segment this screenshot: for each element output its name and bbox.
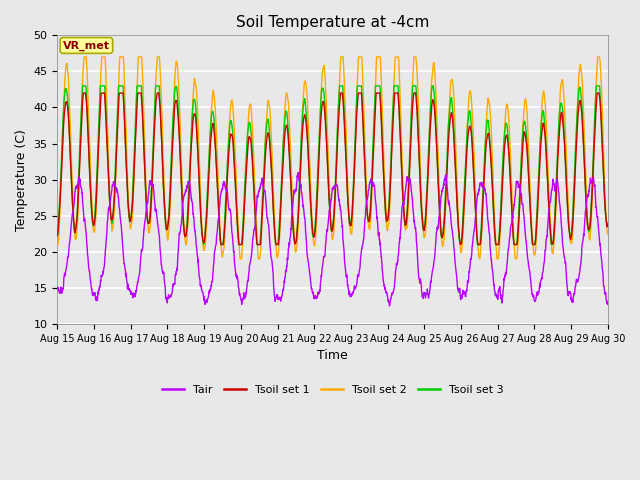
- Tsoil set 3: [79, 83, 86, 89]
- Tsoil set 2: [571, 178, 579, 184]
- Legend: Tair, Tsoil set 1, Tsoil set 2, Tsoil set 3: Tair, Tsoil set 1, Tsoil set 2, Tsoil se…: [157, 380, 508, 399]
- X-axis label: Time: Time: [317, 349, 348, 362]
- Tsoil set 2: [207, 111, 215, 117]
- Tsoil set 2: [54, 243, 61, 249]
- Tsoil set 1: [217, 241, 225, 247]
- Tsoil set 3: [217, 241, 225, 247]
- Tair: [386, 303, 394, 309]
- Tsoil set 1: [604, 221, 612, 227]
- Tsoil set 2: [81, 54, 88, 60]
- Line: Tair: Tair: [58, 172, 608, 306]
- Tsoil set 1: [571, 174, 579, 180]
- Tsoil set 2: [349, 212, 356, 217]
- Tair: [556, 200, 563, 205]
- Tsoil set 1: [207, 132, 215, 138]
- Tsoil set 2: [361, 140, 369, 145]
- Tsoil set 2: [604, 231, 612, 237]
- Tsoil set 3: [604, 220, 612, 226]
- Tsoil set 1: [361, 163, 369, 169]
- Tair: [361, 222, 369, 228]
- Text: VR_met: VR_met: [63, 40, 110, 50]
- Tair: [54, 287, 61, 292]
- Tair: [294, 169, 302, 175]
- Tsoil set 2: [556, 103, 563, 108]
- Tsoil set 1: [54, 232, 61, 238]
- Line: Tsoil set 3: Tsoil set 3: [58, 86, 608, 244]
- Tsoil set 1: [79, 90, 87, 96]
- Tsoil set 3: [571, 160, 579, 166]
- Tsoil set 3: [349, 194, 356, 200]
- Tair: [571, 287, 579, 292]
- Tsoil set 1: [556, 125, 563, 131]
- Tair: [349, 290, 356, 296]
- Tsoil set 2: [493, 254, 500, 260]
- Line: Tsoil set 1: Tsoil set 1: [58, 93, 608, 244]
- Tsoil set 1: [493, 241, 500, 247]
- Tsoil set 3: [207, 117, 215, 122]
- Tsoil set 3: [361, 163, 369, 169]
- Y-axis label: Temperature (C): Temperature (C): [15, 129, 28, 230]
- Tsoil set 3: [493, 241, 500, 247]
- Tair: [604, 301, 612, 307]
- Tsoil set 3: [54, 233, 61, 239]
- Tsoil set 2: [237, 256, 244, 262]
- Tsoil set 1: [349, 199, 356, 205]
- Tsoil set 3: [556, 110, 563, 116]
- Tair: [207, 285, 214, 291]
- Line: Tsoil set 2: Tsoil set 2: [58, 57, 608, 259]
- Tair: [493, 295, 500, 300]
- Title: Soil Temperature at -4cm: Soil Temperature at -4cm: [236, 15, 429, 30]
